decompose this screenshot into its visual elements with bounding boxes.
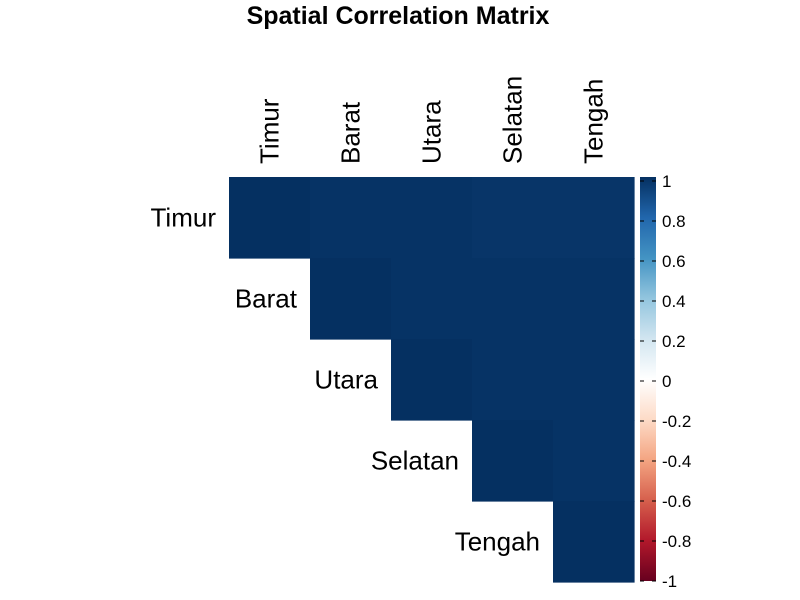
colorbar-tick-label: 0.8	[662, 212, 686, 231]
colorbar-tick-label: 1	[662, 172, 671, 191]
column-label-tengah: Tengah	[579, 79, 609, 164]
heatmap-cells	[229, 177, 635, 583]
heatmap-cell-selatan-selatan	[472, 420, 554, 502]
heatmap-cell-utara-utara	[391, 339, 473, 421]
colorbar-tick-label: 0.6	[662, 252, 686, 271]
colorbar-tick-label: -0.8	[662, 532, 691, 551]
column-label-barat: Barat	[336, 101, 366, 164]
row-label-tengah: Tengah	[455, 527, 540, 557]
column-label-utara: Utara	[417, 100, 447, 164]
heatmap-cell-barat-barat	[310, 258, 392, 340]
heatmap-cell-timur-utara	[391, 177, 473, 259]
colorbar-tick-label: -0.4	[662, 452, 691, 471]
row-label-utara: Utara	[314, 365, 378, 395]
colorbar-tick-label: -0.2	[662, 412, 691, 431]
heatmap-cell-utara-tengah	[553, 339, 635, 421]
heatmap-cell-timur-tengah	[553, 177, 635, 259]
row-label-barat: Barat	[235, 284, 298, 314]
heatmap-cell-selatan-tengah	[553, 420, 635, 502]
row-labels: Timur Barat Utara Selatan Tengah	[151, 203, 540, 557]
heatmap-cell-timur-timur	[229, 177, 311, 259]
row-label-timur: Timur	[151, 203, 217, 233]
chart-title: Spatial Correlation Matrix	[247, 2, 550, 30]
column-label-selatan: Selatan	[498, 76, 528, 164]
row-label-selatan: Selatan	[371, 446, 459, 476]
colorbar: -1 -0.8 -0.6 -0.4 -0.2 0 0.2 0.4 0.6 0.8 1	[640, 172, 691, 591]
heatmap-cell-timur-selatan	[472, 177, 554, 259]
colorbar-tick-label: 0	[662, 372, 671, 391]
colorbar-gradient	[640, 177, 656, 581]
colorbar-tick-label: 0.4	[662, 292, 686, 311]
heatmap-cell-timur-barat	[310, 177, 392, 259]
heatmap-cell-barat-tengah	[553, 258, 635, 340]
colorbar-tick-label: -1	[662, 572, 677, 591]
heatmap-cell-tengah-tengah	[553, 501, 635, 583]
heatmap-cell-barat-utara	[391, 258, 473, 340]
column-label-timur: Timur	[255, 98, 285, 164]
heatmap-cell-barat-selatan	[472, 258, 554, 340]
colorbar-tick-label: -0.6	[662, 492, 691, 511]
column-labels: Timur Barat Utara Selatan Tengah	[255, 76, 609, 164]
colorbar-ticks: -1 -0.8 -0.6 -0.4 -0.2 0 0.2 0.4 0.6 0.8 1	[640, 172, 691, 591]
colorbar-tick-label: 0.2	[662, 332, 686, 351]
heatmap-cell-utara-selatan	[472, 339, 554, 421]
